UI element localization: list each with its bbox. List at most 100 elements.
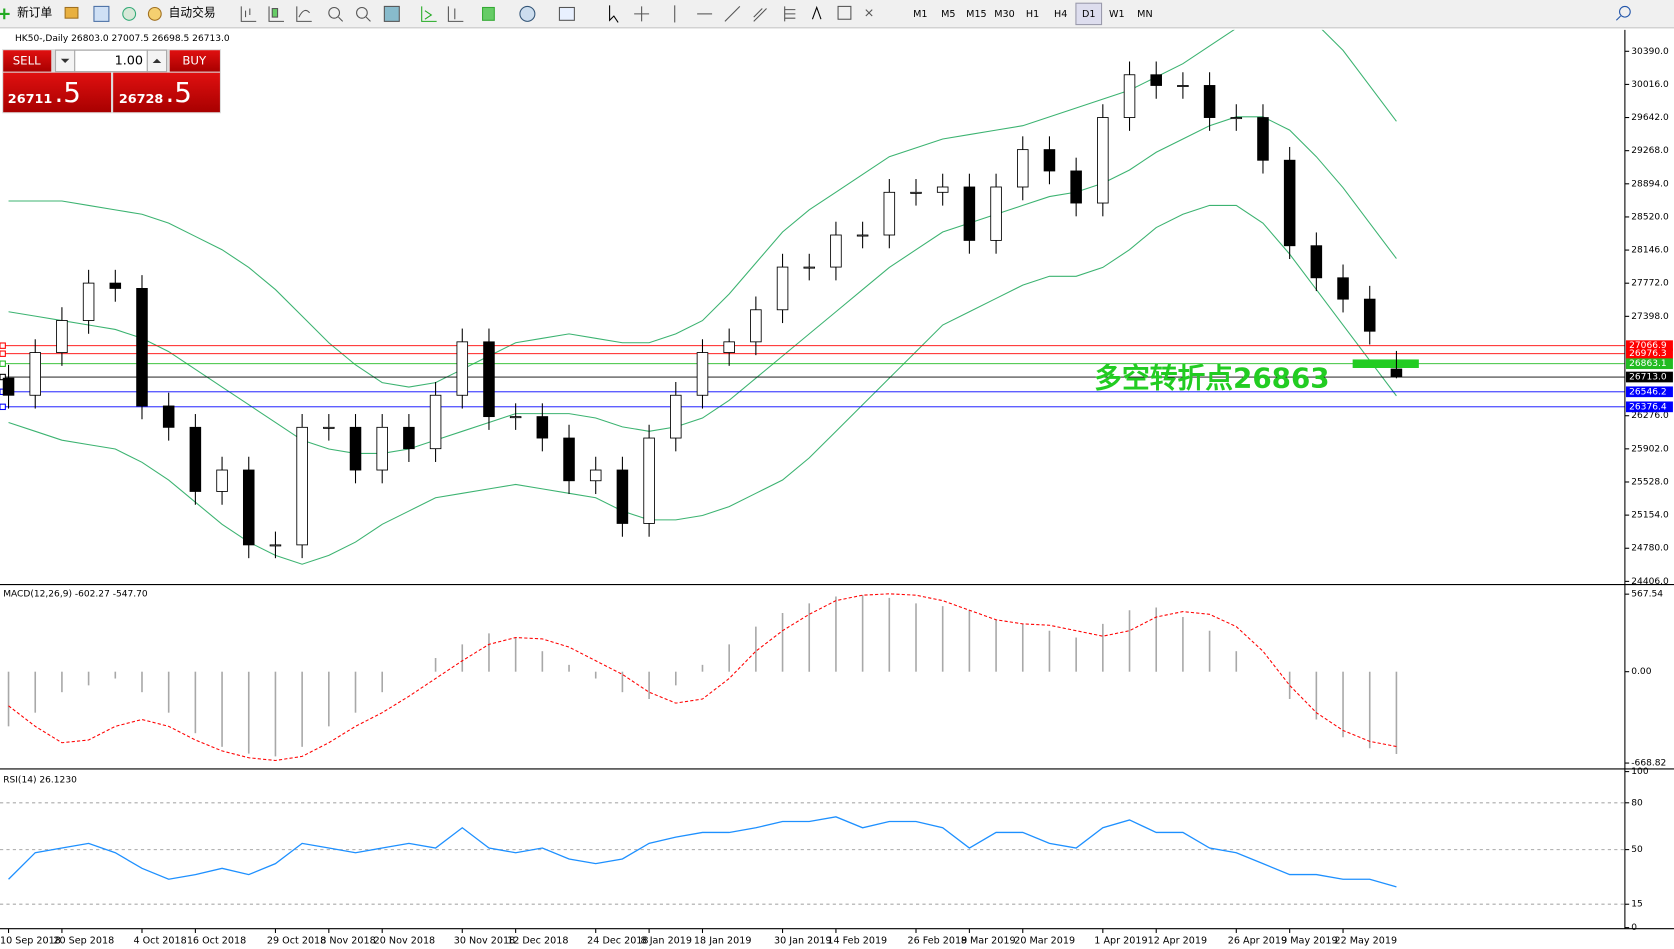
x-tick-label: 29 Oct 2018 [267, 935, 326, 946]
sell-label[interactable]: SELL [13, 53, 41, 67]
candle-body [242, 469, 255, 546]
y-tick-label: 26276.0 [1631, 411, 1669, 421]
x-tick-label: 14 Feb 2019 [827, 935, 887, 946]
period-button[interactable]: M15 [966, 9, 987, 20]
buy-price[interactable]: 26728 [119, 92, 164, 107]
x-tick-label: 9 May 2019 [1281, 935, 1338, 946]
y-tick-label: 24780.0 [1631, 544, 1669, 554]
candle-body [216, 469, 228, 492]
candle-body [856, 234, 869, 237]
candle-body [56, 320, 68, 353]
price-marker-label: 27066.9 [1629, 341, 1667, 351]
candle-body [776, 266, 789, 311]
y-tick-label: 30390.0 [1631, 47, 1669, 57]
rsi-title: RSI(14) 26.1230 [3, 776, 77, 786]
sell-button[interactable] [3, 50, 52, 72]
y-tick-label: 28146.0 [1631, 246, 1669, 256]
sell-price-box[interactable] [3, 72, 112, 113]
candle-body [109, 282, 122, 289]
candle-body [830, 234, 842, 268]
period-button[interactable]: W1 [1109, 9, 1125, 20]
y-tick-label: 25902.0 [1631, 444, 1669, 454]
price-marker [1625, 386, 1673, 398]
price-line-handle [0, 403, 6, 411]
x-tick-label: 8 Jan 2019 [641, 935, 692, 946]
macd-title: MACD(12,26,9) -602.27 -547.70 [3, 590, 148, 600]
y-tick-label: 25528.0 [1631, 477, 1669, 487]
price-marker [1625, 348, 1673, 360]
candle-body [643, 437, 655, 524]
price-marker [1625, 371, 1673, 383]
candle-body [1363, 298, 1376, 332]
candle-body [429, 394, 442, 450]
price-marker [1625, 358, 1673, 370]
y-tick-label: 567.54 [1631, 590, 1663, 600]
candle-body [1257, 117, 1269, 161]
y-tick-label: 29268.0 [1631, 146, 1669, 156]
candle-body [2, 377, 15, 396]
x-tick-label: 18 Jan 2019 [694, 935, 752, 946]
period-button[interactable]: H1 [1026, 9, 1039, 20]
lot-value[interactable]: 1.00 [115, 53, 143, 68]
bollinger-lower [8, 204, 1397, 565]
candle-body [536, 416, 549, 439]
toolbar [0, 0, 1674, 28]
candle-body [990, 186, 1002, 241]
candle-body [616, 469, 629, 524]
candle-body [269, 544, 282, 547]
candle-body [403, 426, 415, 450]
candle-body [803, 266, 816, 269]
period-button[interactable]: MN [1137, 9, 1152, 20]
y-tick-label: 0.00 [1631, 667, 1651, 677]
sell-price-fraction[interactable]: .5 [54, 76, 80, 109]
price-line-handle [0, 342, 6, 349]
x-tick-label: 30 Nov 2018 [454, 935, 516, 946]
candle-body [910, 191, 922, 194]
candle-body [883, 191, 896, 236]
candle-body [189, 426, 202, 492]
buy-price-box[interactable] [113, 72, 220, 113]
y-tick-label: 30016.0 [1631, 80, 1669, 90]
x-tick-label: 30 Jan 2019 [774, 935, 832, 946]
new-order-button[interactable]: 新订单 [17, 5, 52, 19]
price-marker-label: 26976.3 [1629, 349, 1667, 359]
period-button[interactable]: M30 [994, 9, 1015, 20]
y-tick-label: 100 [1631, 767, 1649, 777]
candle-body [1390, 368, 1403, 378]
candle-body [509, 416, 522, 419]
period-button[interactable]: M5 [941, 9, 955, 20]
candle-body [349, 426, 362, 471]
candle-body [589, 469, 602, 482]
y-tick-label: 29642.0 [1631, 113, 1669, 123]
y-tick-label: 50 [1631, 845, 1643, 855]
candle-body [136, 288, 148, 407]
rsi-panel [0, 802, 1625, 905]
period-button[interactable]: D1 [1082, 9, 1096, 20]
y-tick-label: 80 [1631, 798, 1643, 808]
price-line-handle [0, 360, 6, 367]
candle-body [696, 352, 709, 396]
period-button[interactable]: M1 [913, 9, 927, 20]
trade-panel: SELL 1.00 BUY 26711 .5 26728 .5 [2, 49, 221, 114]
buy-label[interactable]: BUY [182, 53, 207, 67]
candle-body [750, 309, 762, 343]
x-tick-label: 12 Dec 2018 [507, 935, 568, 946]
buy-button[interactable] [169, 50, 220, 72]
candle-body [1283, 159, 1296, 247]
x-tick-label: 22 May 2019 [1335, 935, 1398, 946]
y-tick-label: 15 [1631, 900, 1643, 910]
sell-price[interactable]: 26711 [8, 92, 53, 107]
candle-body [1150, 74, 1162, 86]
period-button[interactable]: H4 [1054, 9, 1067, 20]
candle-body [563, 437, 575, 482]
candle-body [1043, 149, 1056, 172]
auto-trading-button[interactable]: 自动交易 [169, 5, 216, 19]
buy-price-fraction[interactable]: .5 [165, 76, 191, 109]
x-tick-label: 20 Nov 2018 [374, 935, 436, 946]
price-marker [1625, 340, 1673, 352]
candle-body [1230, 117, 1243, 120]
candle-body [1070, 170, 1082, 204]
y-tick-label: -668.82 [1631, 759, 1666, 769]
price-marker-label: 26713.0 [1629, 373, 1667, 383]
